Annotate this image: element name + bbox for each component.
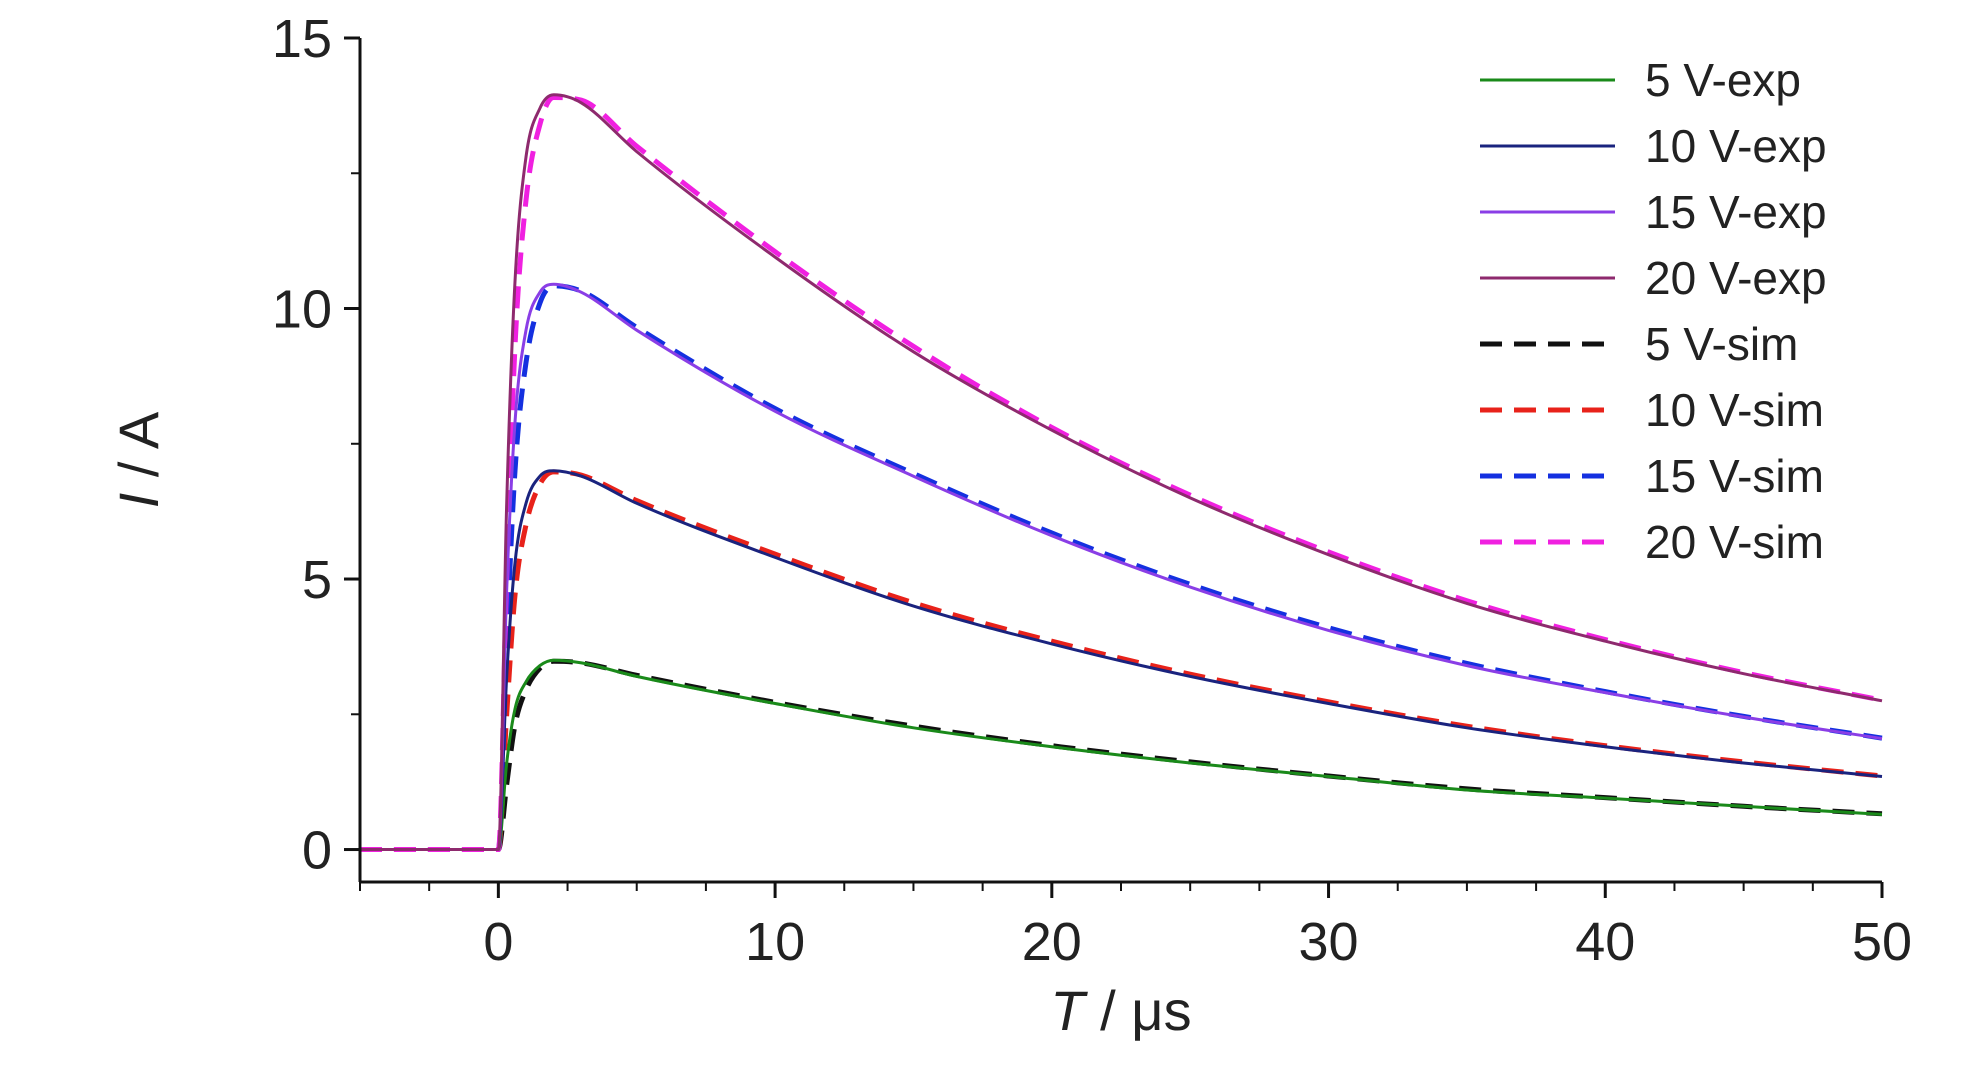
y-tick-label: 10 bbox=[272, 280, 332, 340]
axes-layer: 0 10 20 30 40 50 0 5 10 15 bbox=[272, 9, 1912, 972]
series-line-20-v-exp bbox=[360, 93, 1883, 852]
legend-label: 15 V-exp bbox=[1645, 186, 1827, 238]
series-line-15-v-sim bbox=[360, 283, 1883, 853]
x-axis-variable: T bbox=[1050, 979, 1088, 1042]
legend-entry-10-v-exp: 10 V-exp bbox=[1480, 120, 1827, 172]
series-line-20-v-sim bbox=[360, 95, 1883, 853]
series-line-5-v-exp bbox=[360, 658, 1883, 852]
x-tick-label: 40 bbox=[1575, 912, 1635, 972]
x-tick-label: 30 bbox=[1299, 912, 1359, 972]
series-line-10-v-exp bbox=[360, 469, 1883, 852]
series-layer bbox=[360, 93, 1883, 853]
legend-label: 10 V-exp bbox=[1645, 120, 1827, 172]
legend-entry-15-v-exp: 15 V-exp bbox=[1480, 186, 1827, 238]
legend-label: 10 V-sim bbox=[1645, 384, 1824, 436]
legend: 5 V-exp 10 V-exp 15 V-exp 20 V-exp 5 V-sim 10… bbox=[1480, 54, 1827, 568]
y-tick-label: 15 bbox=[272, 9, 332, 69]
y-axis-unit: / A bbox=[107, 411, 170, 493]
legend-entry-10-v-sim: 10 V-sim bbox=[1480, 384, 1824, 436]
y-tick-label: 0 bbox=[302, 821, 332, 881]
legend-entry-5-v-sim: 5 V-sim bbox=[1480, 318, 1798, 370]
x-tick-label: 10 bbox=[745, 912, 805, 972]
x-tick-label: 0 bbox=[483, 912, 513, 972]
legend-entry-20-v-exp: 20 V-exp bbox=[1480, 252, 1827, 304]
y-axis-variable: I bbox=[107, 493, 170, 509]
x-tick-label: 20 bbox=[1022, 912, 1082, 972]
series-line-15-v-exp bbox=[360, 282, 1883, 852]
y-axis-label: I / A bbox=[107, 411, 170, 508]
legend-entry-5-v-exp: 5 V-exp bbox=[1480, 54, 1801, 106]
legend-entry-15-v-sim: 15 V-sim bbox=[1480, 450, 1824, 502]
x-axis-label: T / μs bbox=[1050, 979, 1191, 1042]
legend-label: 20 V-sim bbox=[1645, 516, 1824, 568]
series-line-10-v-sim bbox=[360, 469, 1883, 853]
legend-label: 5 V-exp bbox=[1645, 54, 1801, 106]
legend-label: 20 V-exp bbox=[1645, 252, 1827, 304]
x-axis-unit: / μs bbox=[1085, 979, 1192, 1042]
legend-label: 15 V-sim bbox=[1645, 450, 1824, 502]
x-tick-label: 50 bbox=[1852, 912, 1912, 972]
y-tick-label: 5 bbox=[302, 550, 332, 610]
legend-entry-20-v-sim: 20 V-sim bbox=[1480, 516, 1824, 568]
legend-label: 5 V-sim bbox=[1645, 318, 1798, 370]
